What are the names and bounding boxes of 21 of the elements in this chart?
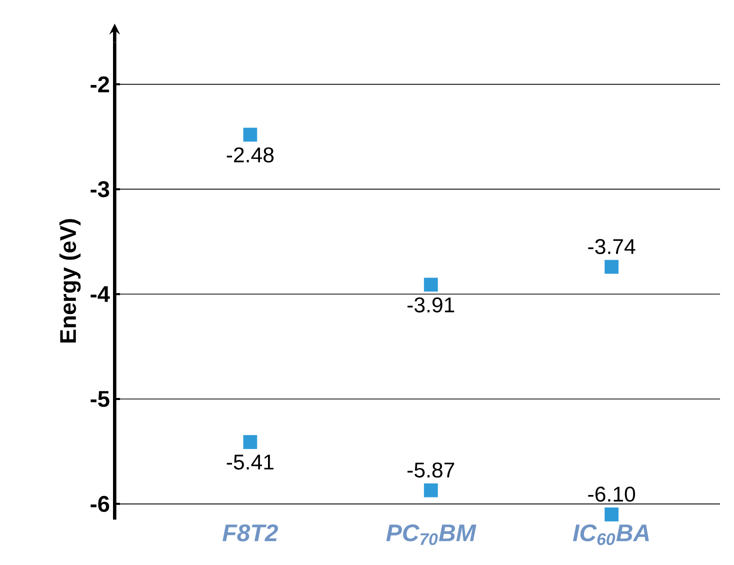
- data-label: -2.48: [226, 147, 274, 162]
- data-label: -3.91: [408, 297, 454, 312]
- y-tick-label: -5: [90, 391, 110, 407]
- x-tick-label: F8T2: [222, 524, 278, 542]
- y-axis-title: Energy (eV): [59, 219, 81, 342]
- data-label: -5.41: [226, 454, 274, 470]
- data-label: -6.10: [588, 486, 636, 502]
- y-tick-label: -2: [90, 76, 110, 92]
- y-tick-label: -6: [90, 496, 110, 512]
- y-tick-label: -3: [90, 181, 110, 198]
- data-label: -3.74: [588, 239, 636, 254]
- x-tick-label: PC$_{70}$BM: [386, 524, 476, 546]
- point: [424, 483, 438, 498]
- point: [424, 278, 438, 292]
- point: [243, 435, 258, 449]
- point: [604, 507, 619, 522]
- data-label: -5.87: [408, 462, 454, 478]
- x-tick-label: IC$_{60}$BA: [573, 524, 649, 546]
- y-tick-label: -4: [90, 286, 110, 302]
- point: [604, 260, 619, 274]
- point: [243, 128, 258, 142]
